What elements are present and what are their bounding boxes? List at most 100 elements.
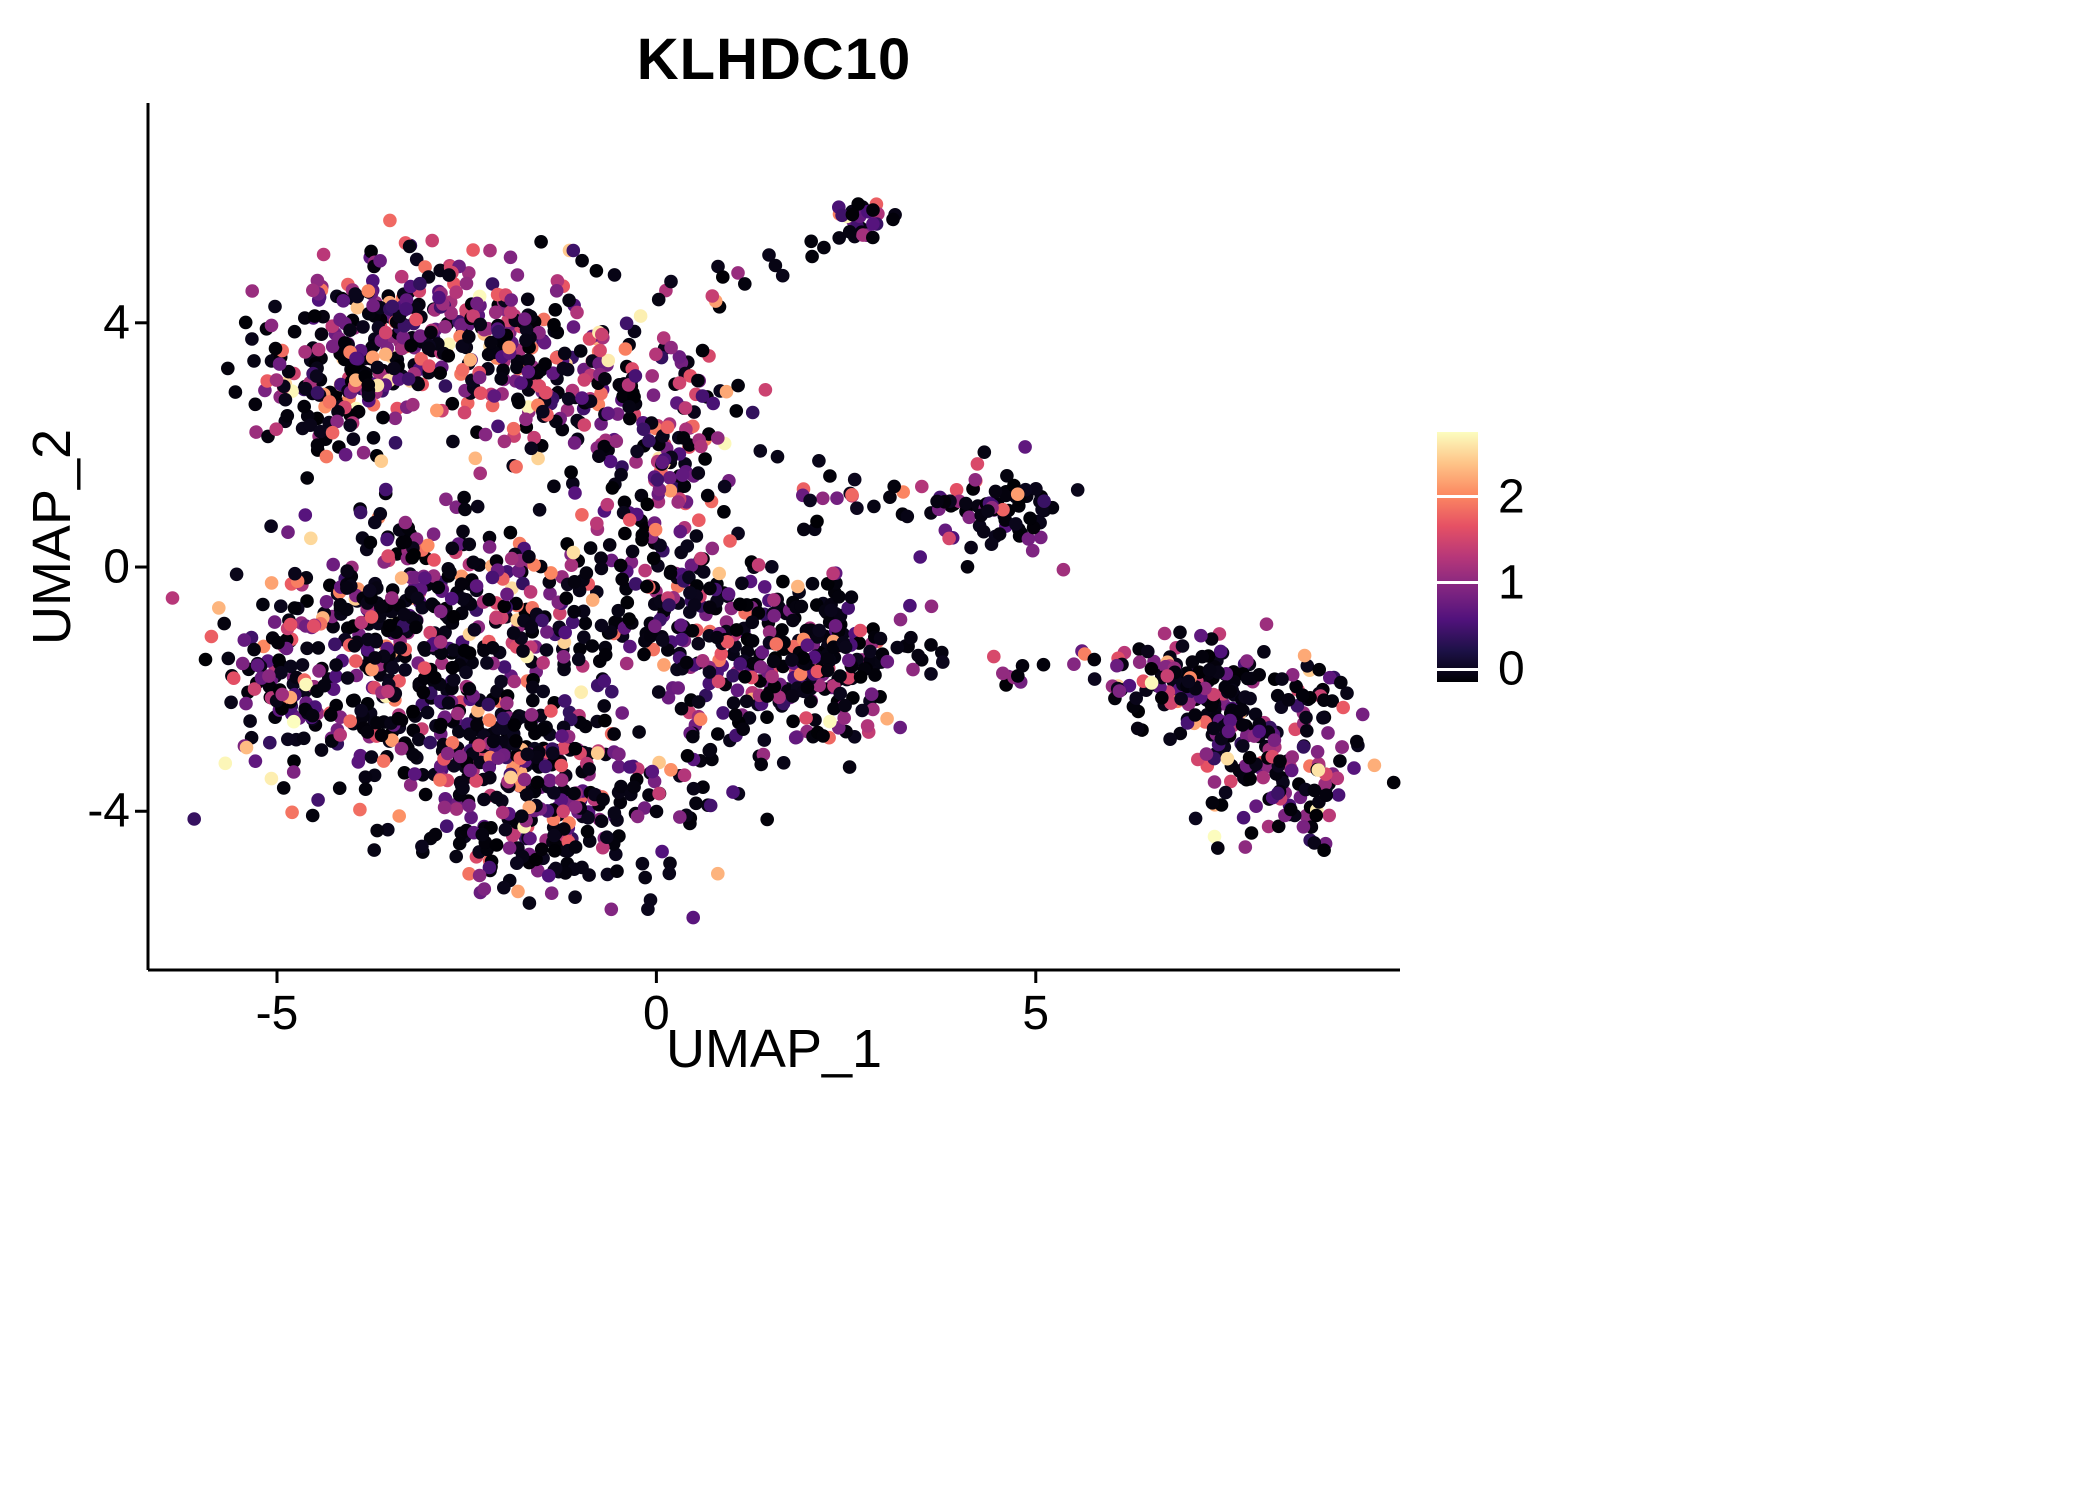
scatter-point — [1317, 693, 1331, 707]
scatter-point — [1350, 734, 1364, 749]
scatter-point — [522, 549, 536, 564]
scatter-point — [785, 653, 799, 667]
scatter-point — [329, 669, 343, 684]
scatter-point — [828, 619, 843, 633]
scatter-point — [1132, 655, 1147, 669]
scatter-point — [1155, 691, 1169, 705]
scatter-point — [880, 654, 895, 669]
scatter-point — [664, 763, 678, 777]
scatter-point — [577, 630, 591, 644]
scatter-point — [680, 539, 695, 553]
scatter-point — [1037, 494, 1051, 509]
scatter-point — [539, 643, 554, 657]
scatter-point — [791, 579, 805, 594]
scatter-point — [500, 696, 514, 710]
scatter-point — [343, 418, 358, 433]
scatter-point — [324, 708, 338, 722]
scatter-point — [573, 642, 587, 656]
scatter-point — [580, 824, 595, 839]
scatter-point — [595, 327, 609, 342]
scatter-point — [383, 213, 397, 228]
scatter-point — [248, 397, 263, 412]
scatter-point — [517, 312, 532, 326]
scatter-point — [906, 662, 920, 677]
scatter-point — [837, 711, 851, 725]
scatter-point — [568, 890, 582, 904]
scatter-point — [445, 396, 460, 411]
scatter-point — [629, 455, 643, 469]
scatter-point — [306, 619, 321, 633]
scatter-point — [671, 681, 685, 695]
scatter-point — [677, 479, 692, 494]
scatter-point — [1321, 726, 1335, 740]
scatter-point — [322, 395, 337, 409]
scatter-point — [564, 558, 579, 572]
scatter-point — [1242, 750, 1257, 765]
scatter-point — [388, 411, 403, 426]
scatter-point — [435, 656, 449, 670]
colorbar-tick-label: 0 — [1498, 642, 1525, 696]
scatter-point — [511, 884, 525, 899]
scatter-point — [793, 667, 808, 681]
scatter-point — [930, 494, 944, 509]
scatter-point — [636, 422, 651, 437]
scatter-point — [729, 404, 744, 418]
scatter-point — [398, 535, 413, 549]
scatter-point — [471, 703, 485, 718]
scatter-point — [648, 522, 663, 537]
scatter-point — [613, 795, 628, 810]
scatter-point — [766, 654, 781, 669]
scatter-point — [1070, 483, 1085, 497]
scatter-point — [503, 305, 518, 319]
scatter-point — [393, 641, 408, 655]
scatter-point — [212, 601, 226, 615]
scatter-point — [489, 790, 504, 805]
scatter-point — [627, 780, 641, 794]
colorbar-tick-mark — [1437, 667, 1478, 671]
scatter-point — [228, 385, 243, 399]
scatter-point — [298, 345, 312, 359]
scatter-point — [394, 269, 409, 284]
scatter-point — [511, 395, 526, 410]
scatter-point — [449, 285, 464, 300]
scatter-point — [399, 302, 413, 316]
scatter-point — [695, 389, 710, 403]
scatter-point — [680, 749, 695, 763]
scatter-point — [730, 683, 745, 698]
scatter-point — [353, 748, 368, 763]
scatter-point — [247, 642, 261, 657]
scatter-point — [844, 590, 859, 604]
scatter-point — [742, 711, 757, 725]
scatter-point — [239, 696, 253, 711]
scatter-point — [346, 432, 361, 447]
scatter-point — [736, 722, 750, 736]
scatter-point — [721, 587, 736, 601]
scatter-point — [712, 566, 726, 581]
scatter-point — [343, 323, 357, 338]
scatter-point — [1195, 649, 1209, 664]
scatter-point — [592, 449, 606, 464]
scatter-point — [473, 466, 488, 481]
scatter-point — [623, 639, 637, 654]
colorbar-tick-label: 2 — [1498, 470, 1525, 524]
scatter-point — [271, 635, 285, 650]
scatter-point — [545, 746, 560, 760]
scatter-point — [456, 592, 470, 606]
scatter-point — [903, 598, 917, 613]
scatter-point — [363, 535, 378, 550]
scatter-point — [1205, 796, 1220, 810]
scatter-point — [502, 340, 516, 355]
scatter-point — [788, 730, 803, 745]
scatter-point — [1340, 686, 1354, 700]
scatter-point — [274, 599, 288, 613]
scatter-point — [833, 669, 847, 683]
scatter-point — [716, 706, 730, 720]
scatter-point — [1000, 469, 1014, 483]
scatter-point — [832, 231, 846, 245]
scatter-point — [710, 630, 724, 645]
scatter-point — [611, 759, 626, 774]
scatter-point — [264, 771, 279, 786]
scatter-point — [531, 863, 545, 878]
